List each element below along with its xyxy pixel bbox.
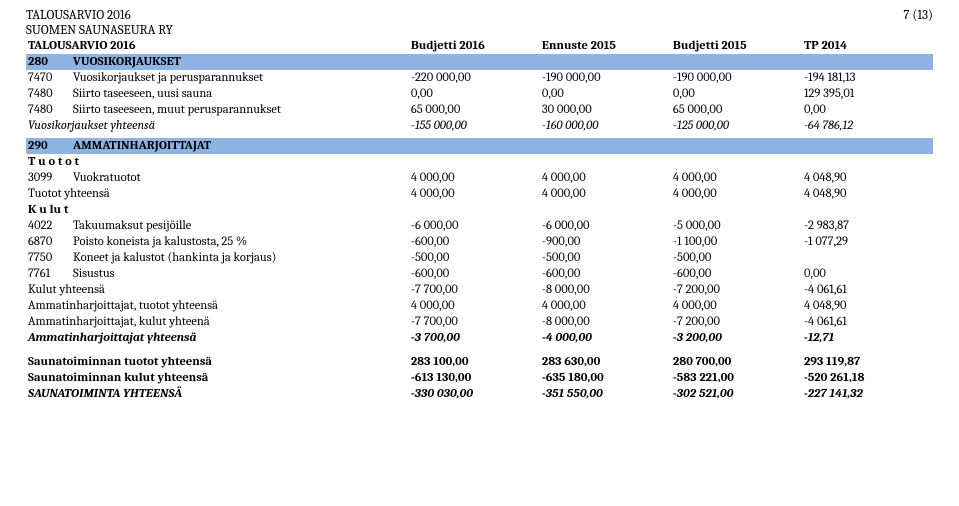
col-tp-2014: TP 2014 <box>802 38 933 54</box>
table-title: TALOUSARVIO 2016 <box>26 38 409 54</box>
table-row: 7470 Vuosikorjaukset ja perusparannukset… <box>26 70 933 86</box>
table-row: 3099 Vuokratuotot 4 000,00 4 000,00 4 00… <box>26 170 933 186</box>
doc-title-1: TALOUSARVIO 2016 <box>26 8 933 23</box>
subtotal-row: Tuotot yhteensä 4 000,00 4 000,00 4 000,… <box>26 186 933 202</box>
subtotal-row: Kulut yhteensä -7 700,00 -8 000,00 -7 20… <box>26 282 933 298</box>
col-budjetti-2016: Budjetti 2016 <box>409 38 540 54</box>
summary-row: Saunatoiminnan kulut yhteensä -613 130,0… <box>26 370 933 386</box>
section-code: 280 <box>26 54 71 70</box>
group-header: T u o t o t <box>26 154 933 170</box>
grand-total-row: SAUNATOIMINTA YHTEENSÄ -330 030,00 -351 … <box>26 386 933 402</box>
section-vuosikorjaukset: 280 VUOSIKORJAUKSET <box>26 54 933 70</box>
table-row: 7750 Koneet ja kalustot (hankinta ja kor… <box>26 250 933 266</box>
total-row: Ammatinharjoittajat yhteensä -3 700,00 -… <box>26 330 933 346</box>
col-ennuste-2015: Ennuste 2015 <box>540 38 671 54</box>
subtotal-row: Ammatinharjoittajat, tuotot yhteensä 4 0… <box>26 298 933 314</box>
table-row: 7480 Siirto taseeseen, muut perusparannu… <box>26 102 933 118</box>
group-header: K u lu t <box>26 202 933 218</box>
column-header-row: TALOUSARVIO 2016 Budjetti 2016 Ennuste 2… <box>26 38 933 54</box>
doc-title-2: SUOMEN SAUNASEURA RY <box>26 23 933 38</box>
section-code: 290 <box>26 138 71 154</box>
section-ammatinharjoittajat: 290 AMMATINHARJOITTAJAT <box>26 138 933 154</box>
subtotal-row: Vuosikorjaukset yhteensä -155 000,00 -16… <box>26 118 933 134</box>
table-row: 7761 Sisustus -600,00 -600,00 -600,00 0,… <box>26 266 933 282</box>
budget-table: TALOUSARVIO 2016 Budjetti 2016 Ennuste 2… <box>26 38 933 402</box>
table-row: 7480 Siirto taseeseen, uusi sauna 0,00 0… <box>26 86 933 102</box>
summary-row: Saunatoiminnan tuotot yhteensä 283 100,0… <box>26 354 933 370</box>
col-budjetti-2015: Budjetti 2015 <box>671 38 802 54</box>
table-row: 6870 Poisto koneista ja kalustosta, 25 %… <box>26 234 933 250</box>
section-label: VUOSIKORJAUKSET <box>71 54 409 70</box>
page-number: 7 (13) <box>903 8 933 23</box>
table-row: 4022 Takuumaksut pesijöille -6 000,00 -6… <box>26 218 933 234</box>
subtotal-row: Ammatinharjoittajat, kulut yhteenä -7 70… <box>26 314 933 330</box>
section-label: AMMATINHARJOITTAJAT <box>71 138 409 154</box>
